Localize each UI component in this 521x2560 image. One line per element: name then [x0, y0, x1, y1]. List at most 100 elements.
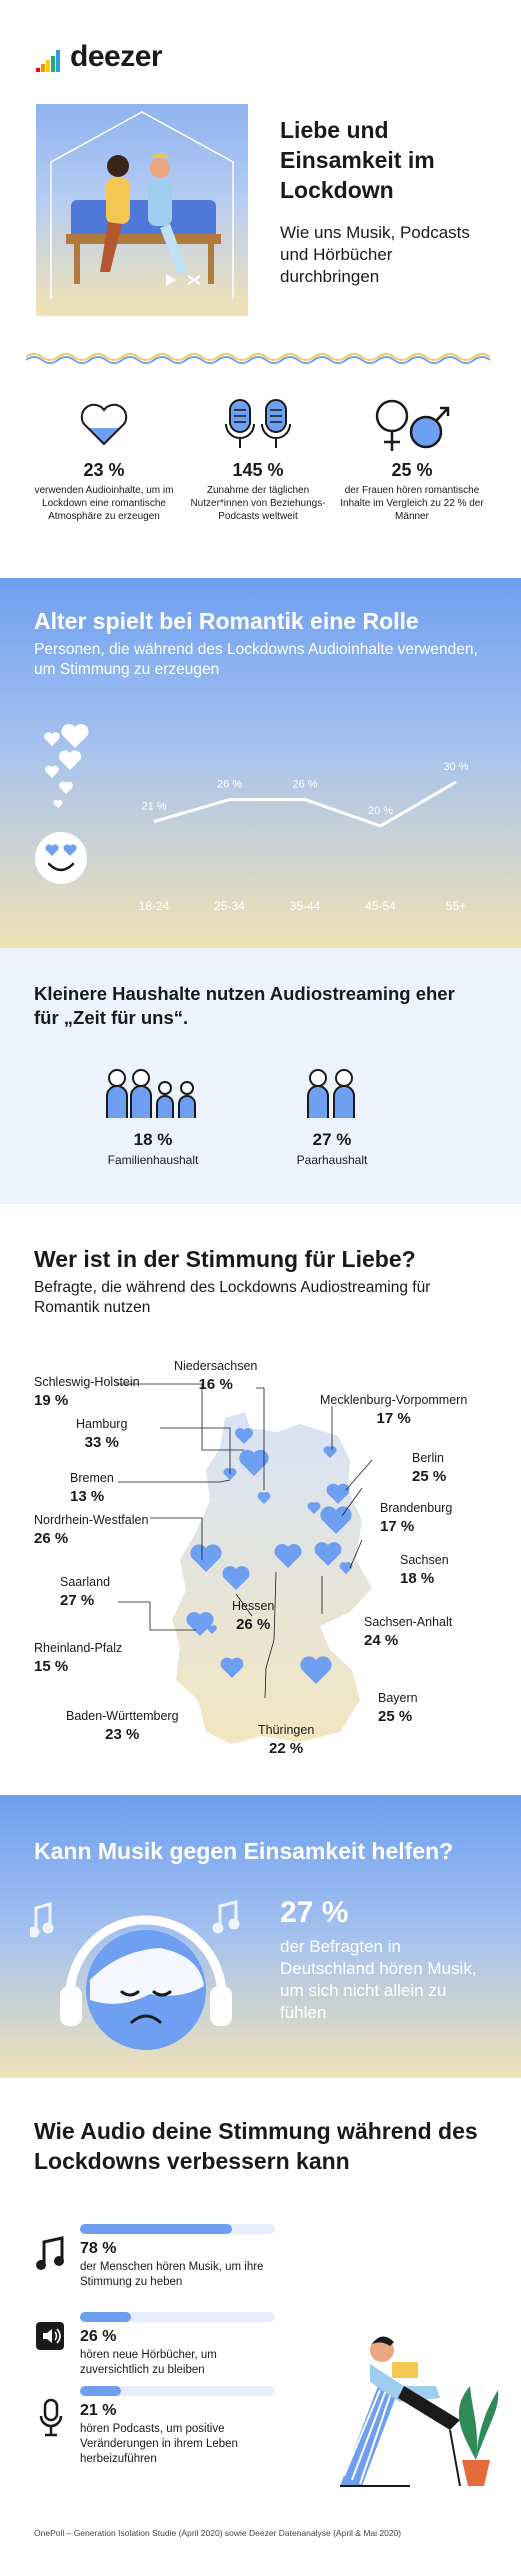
- region-value: 33 %: [84, 1433, 119, 1451]
- region-value: 19 %: [34, 1391, 69, 1409]
- region-label: Saarland 27 %: [60, 1574, 110, 1611]
- microphone-icon: [225, 399, 291, 448]
- region-label: Niedersachsen 16 %: [174, 1358, 257, 1395]
- couple-icon: [307, 1069, 355, 1118]
- region-label: Bayern 25 %: [378, 1690, 418, 1727]
- music-note-icon: [36, 2236, 64, 2270]
- stat-value: 25 %: [391, 460, 433, 480]
- stat-text: der Frauen hören romantische Inhalte im …: [340, 485, 484, 522]
- household-value: 18 %: [133, 1130, 173, 1149]
- region-value: 26 %: [236, 1615, 271, 1633]
- audio-value: 26 %: [80, 2328, 117, 2345]
- household-label: Paarhaushalt: [296, 1153, 368, 1167]
- region-name: Saarland: [60, 1575, 111, 1589]
- region-label: Sachsen 18 %: [400, 1552, 449, 1589]
- region-name: Bremen: [70, 1471, 114, 1485]
- age-title: Alter spielt bei Romantik eine Rolle: [34, 608, 419, 634]
- x-tick-label: 18-24: [139, 899, 170, 913]
- x-tick-label: 45-54: [365, 899, 396, 913]
- region-label: Hamburg 33 %: [76, 1416, 127, 1453]
- audio-bar: [80, 2312, 275, 2322]
- household-title: Kleinere Haushalte nutzen Audiostreaming…: [34, 983, 455, 1029]
- region-name: Mecklenburg-Vorpommern: [320, 1393, 468, 1407]
- region-name: Schleswig-Holstein: [34, 1375, 140, 1389]
- region-value: 18 %: [400, 1569, 435, 1587]
- audio-title: Wie Audio deine Stimmung während des Loc…: [34, 2118, 478, 2175]
- region-value: 26 %: [34, 1529, 69, 1547]
- stat-item: 145 % Zunahme der täglichen Nutzer*innen…: [183, 460, 333, 523]
- region-value: 27 %: [60, 1591, 95, 1609]
- heart-eyes-emoji-icon: [35, 832, 87, 884]
- audio-bar-fill: [80, 2224, 233, 2234]
- microphone-icon: [39, 2398, 63, 2437]
- region-name: Bayern: [378, 1691, 418, 1705]
- audio-value: 21 %: [80, 2402, 117, 2419]
- region-name: Niedersachsen: [174, 1359, 258, 1373]
- stat-value: 145 %: [232, 460, 284, 480]
- audio-text: der Menschen hören Musik, um ihre Stimmu…: [80, 2261, 264, 2288]
- wave-divider: [26, 353, 491, 364]
- region-name: Hamburg: [76, 1417, 128, 1431]
- audio-bar-fill: [80, 2312, 131, 2322]
- region-name: Baden-Württemberg: [66, 1709, 179, 1723]
- region-name: Rheinland-Pfalz: [34, 1641, 123, 1655]
- page-title: Liebe und Einsamkeit im Lockdown: [280, 117, 435, 203]
- page-subtitle: Wie uns Musik, Podcasts und Hörbücher du…: [280, 223, 470, 287]
- audio-value: 78 %: [80, 2240, 117, 2257]
- region-label: Hessen 26 %: [232, 1598, 274, 1635]
- region-value: 22 %: [269, 1739, 304, 1757]
- region-label: Bremen 13 %: [70, 1470, 114, 1507]
- age-section: [0, 578, 521, 948]
- map-title: Wer ist in der Stimmung für Liebe?: [34, 1246, 416, 1272]
- source-footnote: OnePoll – Generation Isolation Studie (A…: [34, 2528, 402, 2538]
- data-label: 21 %: [141, 801, 166, 813]
- region-name: Berlin: [412, 1451, 444, 1465]
- region-label: Mecklenburg-Vorpommern 17 %: [320, 1392, 467, 1429]
- region-label: Baden-Württemberg 23 %: [66, 1708, 179, 1745]
- music-section: [0, 1795, 521, 2078]
- region-label: Nordrhein-Westfalen 26 %: [34, 1512, 148, 1549]
- region-name: Sachsen: [400, 1553, 449, 1567]
- region-value: 13 %: [70, 1487, 105, 1505]
- x-tick-label: 35-44: [290, 899, 321, 913]
- household-value: 27 %: [312, 1130, 352, 1149]
- gender-icon: [375, 399, 450, 451]
- region-value: 25 %: [412, 1467, 447, 1485]
- audio-bar: [80, 2224, 275, 2234]
- x-tick-label: 25-34: [214, 899, 245, 913]
- deezer-logo-icon: [36, 50, 66, 72]
- region-value: 25 %: [378, 1707, 413, 1725]
- region-label: Rheinland-Pfalz 15 %: [34, 1640, 122, 1677]
- region-value: 17 %: [376, 1409, 411, 1427]
- region-label: Thüringen 22 %: [258, 1722, 314, 1759]
- map-subtitle: Befragte, die während des Lockdowns Audi…: [34, 1279, 431, 1317]
- region-value: 16 %: [198, 1375, 233, 1393]
- region-label: Schleswig-Holstein 19 %: [34, 1374, 140, 1411]
- region-name: Sachsen-Anhalt: [364, 1615, 453, 1629]
- heart-icon: [80, 403, 128, 446]
- data-label: 30 %: [443, 761, 468, 773]
- household-label: Familienhaushalt: [107, 1153, 199, 1167]
- music-title: Kann Musik gegen Einsamkeit helfen?: [34, 1838, 454, 1864]
- age-line-chart: 21 % 18-24 26 % 25-34 26 % 35-44 20 % 45-54 30 %…: [139, 761, 469, 913]
- person-in-deckchair-illustration: [340, 2336, 499, 2487]
- region-value: 15 %: [34, 1657, 69, 1675]
- data-label: 20 %: [368, 805, 393, 817]
- region-value: 24 %: [364, 1631, 399, 1649]
- stat-item: 23 % verwenden Audioinhalte, um im Lockd…: [29, 460, 179, 523]
- hero-illustration: [36, 104, 248, 316]
- music-value: 27 %: [280, 1896, 349, 1929]
- region-label: Berlin 25 %: [412, 1450, 446, 1487]
- x-tick-label: 55+: [446, 899, 466, 913]
- household-item: 27 % Paarhaushalt: [257, 1130, 407, 1167]
- audiobook-icon: [36, 2322, 64, 2350]
- series-line: [153, 780, 457, 828]
- data-label: 26 %: [217, 779, 242, 791]
- region-value: 17 %: [380, 1517, 415, 1535]
- household-section: [0, 948, 521, 1204]
- stat-value: 23 %: [83, 460, 125, 480]
- stat-text: verwenden Audioinhalte, um im Lockdown e…: [34, 485, 174, 522]
- audio-bar-fill: [80, 2386, 121, 2396]
- region-name: Brandenburg: [380, 1501, 453, 1515]
- region-name: Hessen: [232, 1599, 275, 1613]
